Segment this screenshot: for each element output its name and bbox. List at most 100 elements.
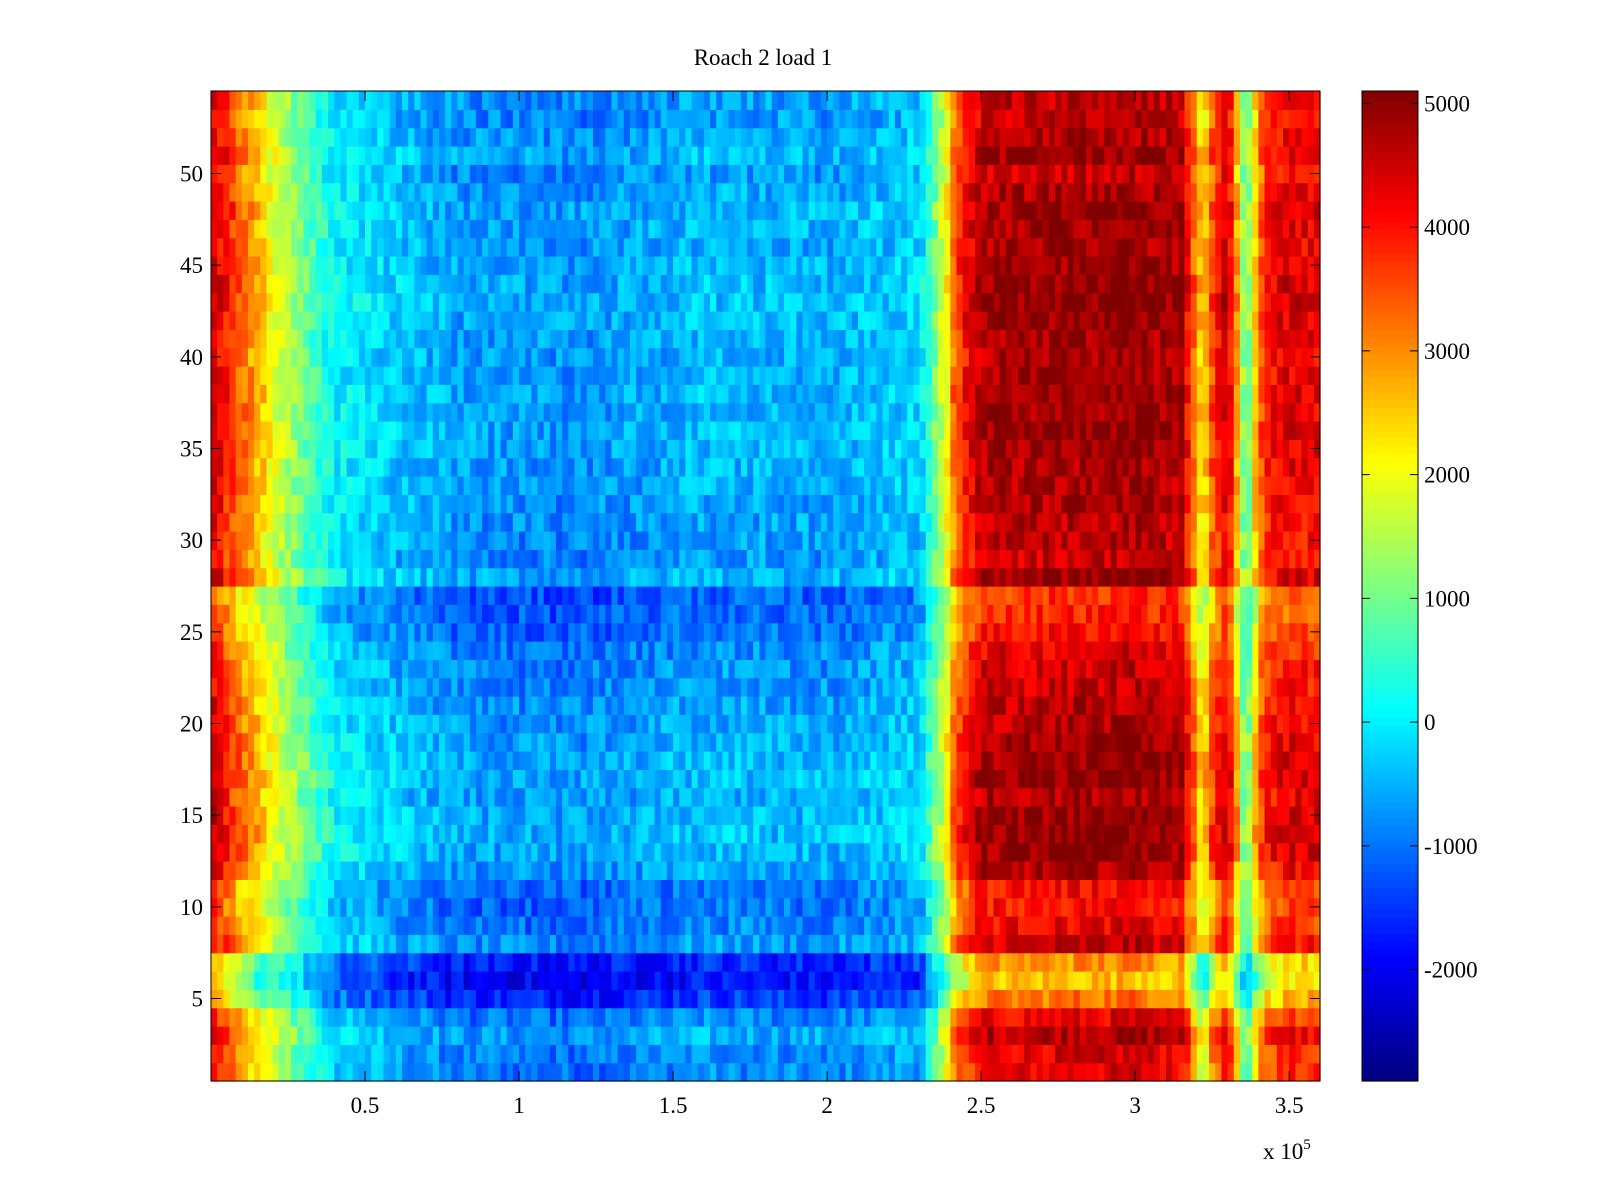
heatmap-cell	[284, 751, 292, 770]
heatmap-cell	[944, 952, 951, 972]
heatmap-cell	[1202, 971, 1210, 990]
heatmap-cell	[494, 659, 502, 679]
heatmap-cell	[1239, 861, 1247, 880]
heatmap-cell	[1215, 714, 1223, 734]
heatmap-cell	[1202, 1062, 1210, 1082]
heatmap-cell	[303, 1026, 311, 1045]
heatmap-cell	[1092, 1062, 1099, 1082]
heatmap-cell	[1024, 1026, 1032, 1045]
heatmap-cell	[703, 622, 711, 642]
heatmap-cell	[531, 897, 539, 917]
heatmap-cell	[765, 989, 773, 1009]
heatmap-cell	[1190, 861, 1198, 880]
heatmap-cell	[660, 586, 668, 605]
heatmap-cell	[1196, 622, 1204, 642]
heatmap-cell	[1067, 787, 1075, 807]
heatmap-cell	[605, 916, 613, 935]
heatmap-cell	[1202, 952, 1210, 972]
heatmap-cell	[303, 787, 311, 807]
heatmap-cell	[247, 897, 255, 917]
heatmap-cell	[1079, 787, 1087, 807]
heatmap-cell	[506, 586, 514, 605]
heatmap-cell	[1202, 714, 1210, 734]
heatmap-cell	[568, 1026, 576, 1045]
heatmap-cell	[1301, 751, 1309, 770]
heatmap-cell	[321, 659, 329, 679]
heatmap-cell	[352, 567, 360, 587]
heatmap-cell	[808, 622, 816, 642]
heatmap-cell	[488, 952, 496, 972]
heatmap-cell	[722, 586, 730, 605]
heatmap-cell	[451, 916, 459, 935]
heatmap-cell	[673, 842, 680, 862]
heatmap-cell	[321, 916, 329, 935]
heatmap-cell	[716, 879, 723, 899]
heatmap-cell	[1067, 714, 1075, 734]
heatmap-cell	[974, 586, 982, 605]
heatmap-cell	[901, 769, 908, 789]
heatmap-cell	[1184, 677, 1192, 697]
heatmap-cell	[987, 696, 995, 715]
heatmap-cell	[1122, 1062, 1130, 1082]
heatmap-cell	[1147, 879, 1155, 899]
heatmap-cell	[445, 952, 452, 972]
heatmap-cell	[334, 1007, 341, 1027]
heatmap-cell	[217, 659, 224, 679]
heatmap-cell	[389, 952, 397, 972]
heatmap-cell	[1092, 1026, 1099, 1045]
heatmap-cell	[358, 787, 366, 807]
heatmap-cell	[463, 861, 471, 880]
heatmap-cell	[1055, 641, 1062, 660]
heatmap-cell	[537, 604, 545, 624]
heatmap-cell	[1018, 1007, 1025, 1027]
heatmap-cell	[796, 769, 804, 789]
heatmap-cell	[1098, 861, 1105, 880]
heatmap-cell	[1048, 897, 1056, 917]
heatmap-cell	[685, 696, 693, 715]
heatmap-cell	[1098, 806, 1105, 825]
heatmap-cell	[1092, 989, 1099, 1009]
heatmap-cell	[291, 989, 298, 1009]
heatmap-cell	[839, 641, 847, 660]
heatmap-cell	[266, 787, 274, 807]
heatmap-cell	[1110, 677, 1118, 697]
heatmap-cell	[703, 567, 711, 587]
heatmap-cell	[556, 971, 563, 990]
heatmap-cell	[802, 659, 810, 679]
heatmap-cell	[1061, 989, 1068, 1009]
heatmap-cell	[629, 1062, 637, 1082]
heatmap-cell	[223, 714, 231, 734]
heatmap-cell	[1196, 952, 1204, 972]
heatmap-cell	[1178, 916, 1186, 935]
heatmap-cell	[309, 879, 317, 899]
heatmap-cell	[611, 971, 619, 990]
heatmap-cell	[1264, 732, 1272, 752]
heatmap-cell	[328, 1044, 335, 1064]
heatmap-cell	[365, 1026, 372, 1045]
heatmap-cell	[420, 952, 428, 972]
heatmap-cell	[1079, 677, 1087, 697]
heatmap-cell	[950, 971, 958, 990]
heatmap-cell	[1270, 897, 1278, 917]
heatmap-cell	[654, 714, 662, 734]
heatmap-cell	[623, 732, 631, 752]
heatmap-cell	[297, 677, 305, 697]
heatmap-cell	[1283, 806, 1290, 825]
heatmap-cell	[463, 989, 471, 1009]
heatmap-cell	[229, 971, 237, 990]
heatmap-cell	[820, 1062, 828, 1082]
heatmap-cell	[820, 659, 828, 679]
heatmap-cell	[827, 604, 834, 624]
heatmap-cell	[1239, 1062, 1247, 1082]
heatmap-cell	[1301, 622, 1309, 642]
heatmap-cell	[673, 769, 680, 789]
heatmap-cell	[371, 842, 378, 862]
heatmap-cell	[556, 952, 563, 972]
heatmap-cell	[531, 806, 539, 825]
heatmap-cell	[1283, 1026, 1290, 1045]
heatmap-cell	[1295, 1062, 1303, 1082]
heatmap-cell	[734, 989, 742, 1009]
heatmap-cell	[1036, 567, 1044, 587]
heatmap-cell	[1061, 971, 1068, 990]
